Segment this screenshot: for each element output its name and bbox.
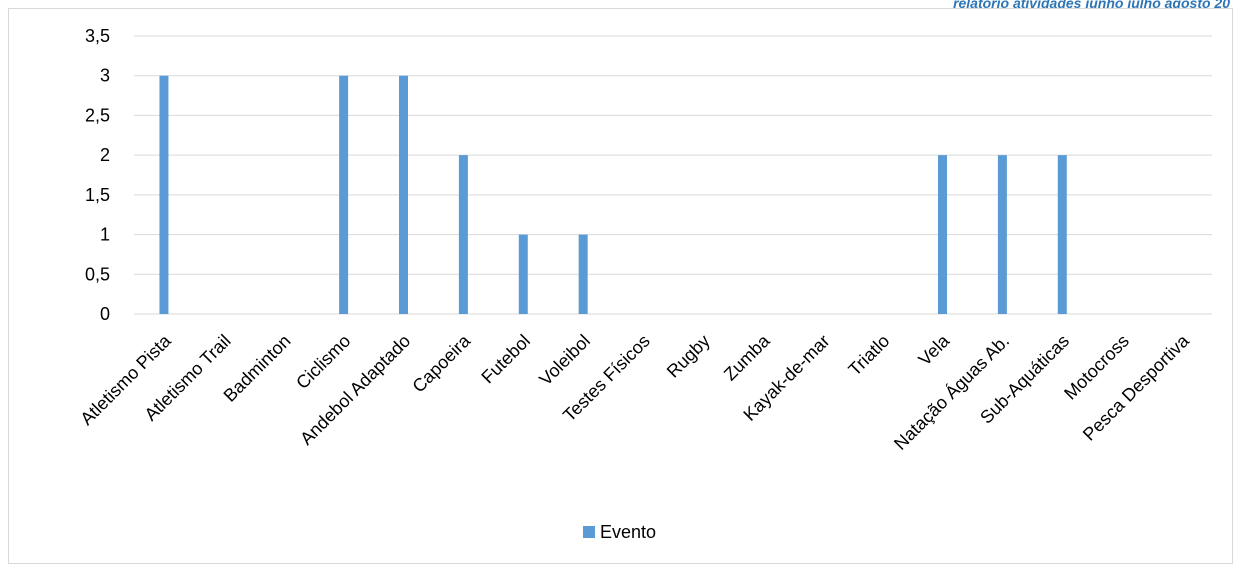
x-tick-label: Ciclismo [292,331,354,393]
y-tick-label: 2,5 [85,105,110,125]
x-tick-label: Futebol [478,331,535,388]
x-tick-label: Andebol Adaptado [296,331,414,449]
y-tick-label: 1,5 [85,185,110,205]
bar [578,234,588,314]
x-tick-label: Zumba [720,330,774,384]
y-tick-label: 0 [100,304,110,324]
y-tick-label: 3,5 [85,26,110,46]
y-tick-label: 0,5 [85,264,110,284]
y-tick-label: 2 [100,145,110,165]
bar [458,155,468,314]
y-tick-label: 1 [100,225,110,245]
x-tick-label: Pesca Desportiva [1079,330,1194,445]
legend-swatch [583,526,595,538]
bar [938,155,947,314]
bar [997,155,1007,314]
document-header-text: relatório atividades junho julho agosto … [953,0,1230,11]
x-tick-label: Natação Águas Ab. [890,331,1013,454]
x-tick-label: Capoeira [408,330,474,396]
chart-frame [8,8,1233,564]
x-tick-label: Triatlo [844,331,893,380]
bar [518,234,528,314]
y-tick-label: 3 [100,66,110,86]
x-tick-label: Vela [914,330,954,370]
bar [1057,155,1067,314]
x-tick-label: Voleibol [535,331,594,390]
bar [399,75,408,314]
x-tick-label: Rugby [663,331,714,382]
bar [159,75,169,314]
legend-label: Evento [600,522,656,542]
bar [339,75,349,314]
